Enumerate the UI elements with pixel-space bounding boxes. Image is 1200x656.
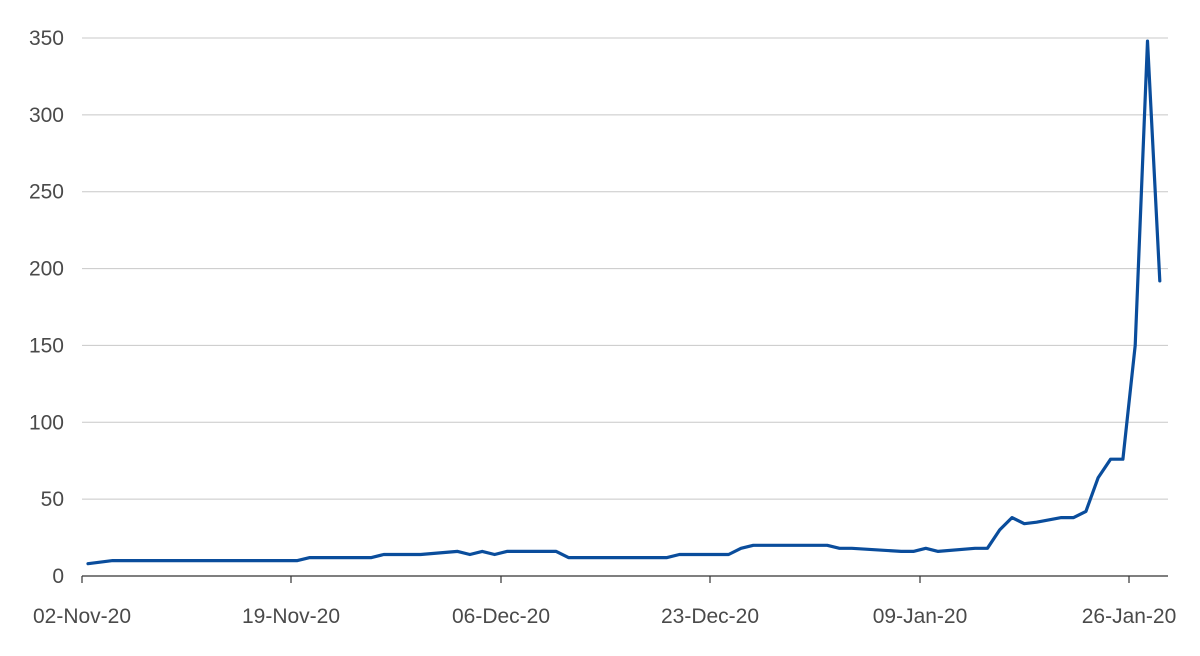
y-tick-label: 350 [29,27,64,50]
x-tick-label: 26-Jan-20 [1082,605,1177,628]
y-tick-label: 300 [29,104,64,127]
x-tick-label: 19-Nov-20 [242,605,340,628]
series-layer [86,39,1162,566]
y-tick-label: 0 [52,565,64,588]
x-tick-label: 02-Nov-20 [33,605,131,628]
series-line [86,39,1162,566]
y-tick-label: 150 [29,334,64,357]
y-axis-tick-labels: 0 50 100 150 200 250 300 350 [29,27,64,588]
x-tick-label: 09-Jan-20 [873,605,968,628]
y-tick-label: 50 [41,488,64,511]
x-axis [81,575,1168,583]
gridlines [82,37,1168,500]
x-tick-label: 23-Dec-20 [661,605,759,628]
x-tick-label: 06-Dec-20 [452,605,550,628]
y-tick-label: 200 [29,258,64,281]
x-axis-tick-labels: 02-Nov-20 19-Nov-20 06-Dec-20 23-Dec-20 09-J… [33,605,1176,628]
y-tick-label: 250 [29,181,64,204]
y-tick-label: 100 [29,411,64,434]
